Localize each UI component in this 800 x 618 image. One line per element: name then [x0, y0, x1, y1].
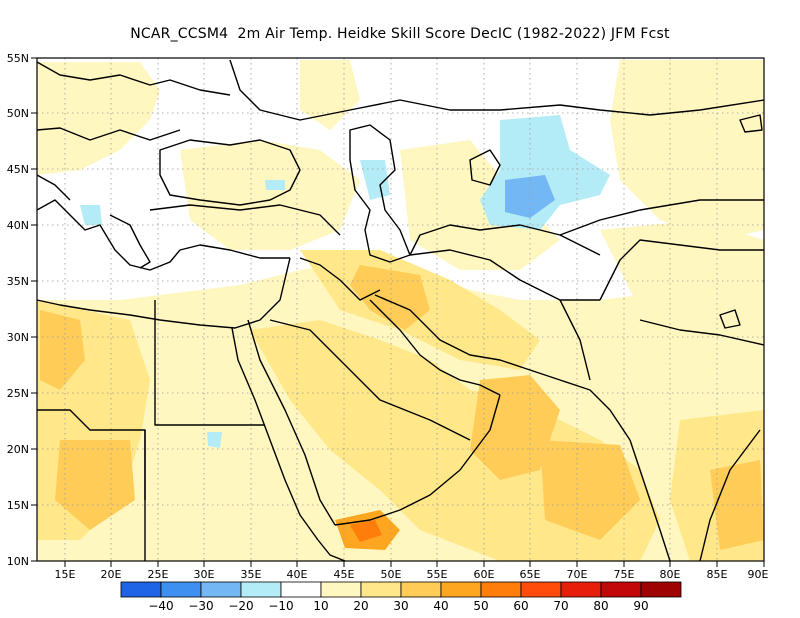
colorbar-label: 50 — [473, 599, 488, 613]
field-orange-libya — [40, 310, 85, 390]
lat-label: 55N — [7, 52, 29, 65]
lat-ticks — [31, 57, 37, 562]
lat-labels: 55N 50N 45N 40N 35N 30N 25N 20N 15N 10N — [7, 52, 29, 568]
lon-label: 40E — [287, 568, 308, 581]
field-red-orange-gulf-aden — [350, 520, 382, 542]
lon-label: 50E — [381, 568, 402, 581]
field-cyan-balkans — [80, 205, 102, 225]
colorbar-label: 80 — [593, 599, 608, 613]
lat-label: 15N — [7, 499, 29, 512]
lat-label: 40N — [7, 219, 29, 232]
lat-label: 10N — [7, 555, 29, 568]
lat-label: 45N — [7, 163, 29, 176]
lat-label: 50N — [7, 107, 29, 120]
colorbar-label: −30 — [188, 599, 213, 613]
lon-label: 45E — [334, 568, 355, 581]
field-blue-kazakhstan — [505, 175, 555, 218]
colorbar-swatch — [560, 581, 602, 598]
lon-label: 80E — [660, 568, 681, 581]
lon-labels: 15E 20E 25E 30E 35E 40E 45E 50E 55E 60E … — [55, 568, 769, 581]
colorbar-swatch — [160, 581, 202, 598]
lat-label: 35N — [7, 275, 29, 288]
colorbar-swatch — [520, 581, 562, 598]
field-orange-iraq — [350, 265, 430, 330]
map-area — [36, 57, 765, 562]
gridlines — [37, 58, 764, 561]
field-cyan-egypt — [207, 432, 222, 448]
lon-label: 65E — [520, 568, 541, 581]
colorbar-label: −10 — [268, 599, 293, 613]
lon-label: 30E — [194, 568, 215, 581]
colorbar-swatch — [200, 581, 242, 598]
colorbar-label: 40 — [433, 599, 448, 613]
map-frame — [36, 57, 765, 562]
lon-label: 55E — [427, 568, 448, 581]
field-light-yellow-north-b — [180, 140, 360, 250]
colorbar-swatch — [440, 581, 482, 598]
colorbar-swatch — [400, 581, 442, 598]
colorbar-swatch — [240, 581, 282, 598]
colorbar-label: −20 — [228, 599, 253, 613]
colorbar-label: 90 — [633, 599, 648, 613]
colorbar-swatch — [480, 581, 522, 598]
lon-label: 75E — [614, 568, 635, 581]
lon-label: 60E — [474, 568, 495, 581]
colorbar-swatch — [320, 581, 362, 598]
colorbar-swatch — [640, 581, 682, 598]
coastlines-borders — [36, 59, 765, 562]
colorbar-swatch — [120, 581, 162, 598]
field-orange-sahel — [55, 440, 135, 530]
colorbar-label: 70 — [553, 599, 568, 613]
colorbar-label: −40 — [148, 599, 173, 613]
lon-label: 25E — [148, 568, 169, 581]
colorbar: −40 −30 −20 −10 10 20 30 40 50 60 70 80 90 — [120, 581, 682, 613]
field-light-yellow-india — [600, 220, 764, 330]
colorbar-label: 10 — [313, 599, 328, 613]
chart-title: NCAR_CCSM4 2m Air Temp. Heidke Skill Sco… — [130, 26, 670, 42]
lon-label: 35E — [241, 568, 262, 581]
field-light-yellow-north-c — [300, 60, 360, 130]
colorbar-label: 60 — [513, 599, 528, 613]
colorbar-swatch — [600, 581, 642, 598]
colorbar-swatch — [360, 581, 402, 598]
lon-label: 85E — [707, 568, 728, 581]
field-light-yellow-central — [400, 140, 560, 270]
colorbar-swatch — [280, 581, 322, 598]
colorbar-label: 20 — [353, 599, 368, 613]
lon-label: 70E — [567, 568, 588, 581]
lon-label: 15E — [55, 568, 76, 581]
skill-field — [37, 60, 764, 561]
field-light-yellow-north-a — [37, 62, 160, 175]
field-orange-arabian-sea — [540, 440, 640, 540]
field-cyan-caspian — [360, 160, 390, 200]
colorbar-label: 30 — [393, 599, 408, 613]
lon-label: 90E — [748, 568, 769, 581]
field-light-yellow-east — [610, 60, 764, 240]
lon-ticks — [64, 561, 765, 567]
lat-label: 25N — [7, 387, 29, 400]
field-orange-oman — [470, 375, 560, 480]
field-cyan-blacksea — [265, 180, 285, 190]
lat-label: 30N — [7, 331, 29, 344]
lon-label: 20E — [101, 568, 122, 581]
lat-label: 20N — [7, 443, 29, 456]
